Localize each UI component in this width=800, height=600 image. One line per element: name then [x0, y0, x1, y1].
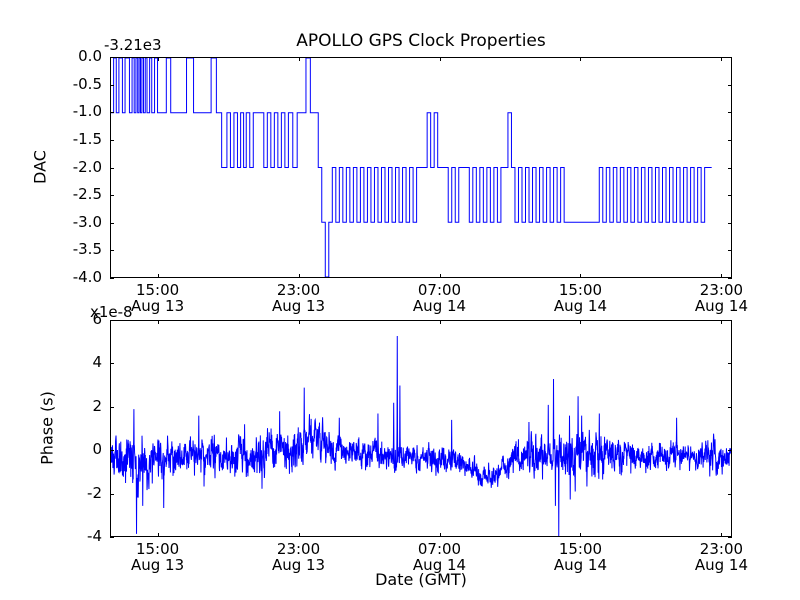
dac-ytick-mark — [110, 250, 114, 252]
phase-plot-area — [110, 320, 732, 537]
dac-ytick-label: -4.0 — [72, 268, 102, 287]
phase-xtick-mark — [721, 320, 723, 324]
dac-xtick-mark — [298, 274, 300, 278]
dac-xtick-mark — [157, 57, 159, 61]
phase-xtick-label: 23:00 Aug 14 — [694, 540, 748, 574]
dac-series-line — [111, 58, 731, 277]
dac-ytick-mark — [728, 250, 732, 252]
dac-ytick-label: -2.0 — [72, 157, 102, 176]
phase-xtick-label: 15:00 Aug 13 — [130, 540, 185, 574]
phase-ytick-label: 4 — [92, 353, 102, 372]
phase-ytick-label: 6 — [92, 310, 102, 329]
dac-xtick-label: 23:00 Aug 13 — [271, 281, 326, 315]
phase-xtick-mark — [580, 533, 582, 537]
dac-ytick-mark — [728, 222, 732, 224]
phase-xtick-mark — [298, 533, 300, 537]
dac-xtick-mark — [298, 57, 300, 61]
dac-ytick-mark — [110, 57, 114, 58]
phase-ytick-mark — [728, 537, 732, 538]
page-title: APOLLO GPS Clock Properties — [296, 31, 546, 51]
dac-xtick-mark — [721, 57, 723, 61]
phase-axis-scale-text: x1e-8 — [90, 303, 133, 321]
dac-xtick-mark — [157, 274, 159, 278]
dac-ytick-label: -3.0 — [72, 212, 102, 231]
phase-xtick-mark — [439, 533, 441, 537]
dac-ytick-label: -2.5 — [72, 185, 102, 204]
dac-ytick-mark — [728, 139, 732, 141]
dac-ytick-mark — [110, 195, 114, 197]
dac-ytick-mark — [728, 167, 732, 169]
phase-xtick-label: 23:00 Aug 13 — [271, 540, 326, 574]
dac-xtick-mark — [721, 274, 723, 278]
dac-axis-offset-text: -3.21e3 — [104, 36, 162, 54]
phase-ytick-mark — [728, 406, 732, 408]
dac-ytick-label: 0.0 — [78, 47, 102, 66]
phase-xtick-mark — [298, 320, 300, 324]
dac-ytick-mark — [728, 57, 732, 58]
phase-ytick-label: -4 — [87, 527, 102, 546]
phase-xtick-mark — [439, 320, 441, 324]
dac-ytick-mark — [110, 112, 114, 114]
phase-ytick-mark — [110, 406, 114, 408]
dac-ytick-mark — [728, 278, 732, 279]
dac-ytick-mark — [110, 84, 114, 86]
phase-ytick-mark — [728, 363, 732, 365]
phase-xtick-mark — [157, 320, 159, 324]
dac-ytick-label: -0.5 — [72, 74, 102, 93]
phase-xtick-mark — [580, 320, 582, 324]
phase-series-line — [111, 321, 731, 536]
dac-xtick-label: 15:00 Aug 13 — [130, 281, 185, 315]
phase-ytick-mark — [728, 493, 732, 495]
dac-xtick-mark — [580, 57, 582, 61]
phase-ytick-mark — [728, 450, 732, 452]
dac-ytick-mark — [728, 112, 732, 114]
phase-ytick-label: -2 — [87, 483, 102, 502]
dac-ytick-label: -1.5 — [72, 130, 102, 148]
phase-xtick-mark — [721, 533, 723, 537]
dac-ytick-mark — [110, 278, 114, 279]
dac-ytick-label: -1.0 — [72, 102, 102, 121]
phase-ytick-mark — [728, 320, 732, 321]
dac-ytick-mark — [728, 84, 732, 86]
phase-ytick-label: 0 — [92, 440, 102, 459]
phase-x-axis-label: Date (GMT) — [375, 570, 467, 589]
dac-xtick-label: 15:00 Aug 14 — [553, 281, 608, 315]
dac-xtick-mark — [439, 274, 441, 278]
dac-ytick-mark — [110, 139, 114, 141]
phase-xtick-mark — [157, 533, 159, 537]
dac-ytick-label: -3.5 — [72, 240, 102, 259]
phase-ytick-mark — [110, 450, 114, 452]
phase-ytick-mark — [110, 320, 114, 321]
dac-xtick-mark — [439, 57, 441, 61]
dac-ytick-mark — [728, 195, 732, 197]
phase-ytick-mark — [110, 363, 114, 365]
phase-xtick-label: 15:00 Aug 14 — [553, 540, 608, 574]
dac-xtick-label: 07:00 Aug 14 — [412, 281, 467, 315]
dac-xtick-label: 23:00 Aug 14 — [694, 281, 748, 315]
phase-ytick-mark — [110, 537, 114, 538]
dac-ytick-mark — [110, 167, 114, 169]
dac-plot-area — [110, 57, 732, 278]
dac-xtick-mark — [580, 274, 582, 278]
phase-xtick-label: 07:00 Aug 14 — [412, 540, 467, 574]
phase-ytick-mark — [110, 493, 114, 495]
dac-ytick-mark — [110, 222, 114, 224]
phase-ytick-label: 2 — [92, 396, 102, 415]
